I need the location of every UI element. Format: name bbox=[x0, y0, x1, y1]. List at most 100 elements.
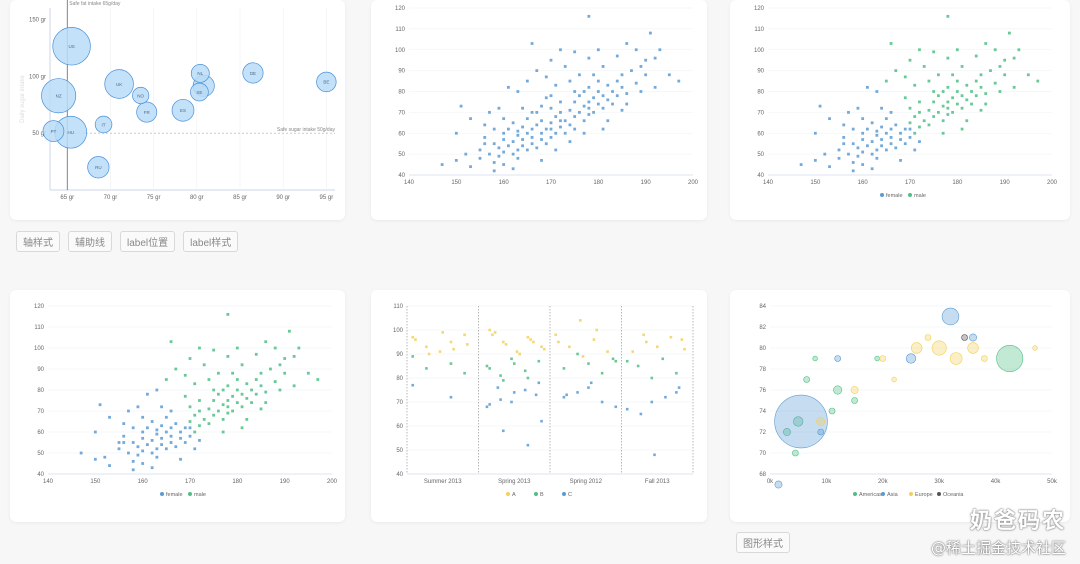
tab-label-style[interactable]: label样式 bbox=[183, 231, 239, 252]
data-point bbox=[611, 90, 614, 93]
data-point bbox=[155, 455, 159, 459]
data-point bbox=[497, 146, 501, 150]
data-point bbox=[198, 346, 201, 350]
data-point bbox=[620, 108, 624, 112]
data-point bbox=[485, 364, 489, 368]
tab-label-position[interactable]: label位置 bbox=[120, 231, 176, 252]
x-tick-label: 160 bbox=[499, 180, 510, 186]
data-point bbox=[903, 142, 907, 146]
data-point bbox=[521, 125, 524, 129]
scatter-chart-gender-a: 40 50 60 70 80 90 100 110 120 140 150 160 170 180 190 2… bbox=[754, 6, 1058, 199]
data-point bbox=[269, 367, 272, 371]
data-point bbox=[217, 392, 220, 396]
data-point bbox=[970, 102, 973, 106]
data-point bbox=[507, 144, 510, 148]
data-point bbox=[212, 388, 216, 392]
data-point bbox=[512, 362, 516, 365]
data-point bbox=[164, 415, 168, 419]
data-point bbox=[587, 386, 590, 389]
legend-marker bbox=[937, 492, 941, 496]
data-point bbox=[136, 445, 140, 449]
data-point bbox=[483, 142, 487, 146]
data-point bbox=[941, 90, 945, 93]
data-point bbox=[559, 119, 562, 123]
data-point bbox=[259, 371, 263, 375]
data-point bbox=[927, 123, 931, 127]
data-point bbox=[918, 125, 921, 129]
data-point bbox=[122, 434, 126, 438]
bubble-label: IT bbox=[102, 122, 106, 127]
data-point bbox=[226, 399, 230, 402]
data-point bbox=[592, 110, 595, 114]
data-point bbox=[425, 345, 428, 349]
bubble bbox=[774, 394, 828, 449]
data-point bbox=[557, 340, 560, 344]
data-point bbox=[960, 106, 964, 110]
data-point bbox=[226, 384, 230, 388]
data-point bbox=[1012, 85, 1016, 89]
data-point bbox=[414, 338, 417, 341]
data-point bbox=[454, 131, 458, 135]
x-tick-label: 180 bbox=[232, 479, 243, 485]
data-point bbox=[937, 73, 940, 77]
x-tick-label: 85 gr bbox=[233, 195, 247, 201]
data-point bbox=[491, 333, 494, 337]
bubble bbox=[996, 344, 1024, 372]
data-point bbox=[483, 123, 487, 127]
data-point bbox=[615, 94, 619, 98]
data-point bbox=[459, 104, 463, 108]
bubble bbox=[969, 333, 977, 342]
data-point bbox=[516, 156, 520, 160]
bubble-label: ES bbox=[180, 108, 186, 113]
tab-guide-lines[interactable]: 辅助线 bbox=[68, 231, 112, 252]
data-point bbox=[606, 83, 610, 87]
data-point bbox=[207, 407, 211, 411]
x-tick-label: 40k bbox=[991, 479, 1002, 485]
plotline-fat-label: Safe fat intake 65g/day bbox=[69, 1, 121, 7]
data-point bbox=[511, 152, 515, 156]
data-point bbox=[955, 90, 959, 93]
y-tick-label: 90 bbox=[37, 367, 44, 373]
data-point bbox=[254, 378, 258, 381]
data-point bbox=[600, 371, 604, 375]
data-point bbox=[411, 335, 415, 339]
data-point bbox=[540, 345, 543, 349]
legend-marker bbox=[881, 492, 885, 496]
y-tick-label: 50 bbox=[757, 152, 764, 158]
tab-axis-style[interactable]: 轴样式 bbox=[16, 231, 60, 252]
data-point bbox=[1003, 58, 1007, 62]
data-point bbox=[941, 119, 945, 123]
data-point bbox=[918, 48, 921, 52]
data-point bbox=[837, 156, 841, 160]
chart-options-tabs-right: 图形样式 bbox=[736, 532, 790, 553]
data-point bbox=[675, 371, 678, 375]
y-tick-label: 72 bbox=[759, 430, 766, 436]
data-point bbox=[169, 441, 173, 444]
data-point bbox=[188, 405, 192, 409]
bubble bbox=[94, 115, 113, 134]
data-point bbox=[960, 65, 964, 68]
data-point bbox=[851, 169, 855, 173]
data-point bbox=[207, 422, 211, 425]
x-tick-label: Spring 2013 bbox=[498, 479, 531, 485]
data-point bbox=[587, 85, 591, 89]
data-point bbox=[568, 345, 571, 349]
data-point bbox=[516, 133, 520, 137]
data-point bbox=[875, 129, 879, 133]
data-point bbox=[141, 430, 145, 434]
data-point bbox=[946, 113, 950, 116]
data-point bbox=[164, 430, 168, 434]
y-tick-label: 70 bbox=[757, 110, 764, 116]
y-tick-label: 70 bbox=[759, 451, 766, 457]
x-tick-label: 190 bbox=[1000, 180, 1011, 186]
data-point bbox=[160, 405, 163, 409]
data-point bbox=[150, 451, 154, 455]
data-point bbox=[922, 65, 926, 68]
tab-shape-style[interactable]: 图形样式 bbox=[736, 532, 790, 553]
data-point bbox=[179, 457, 182, 461]
legend-marker bbox=[853, 492, 857, 496]
data-point bbox=[631, 350, 634, 353]
data-point bbox=[974, 79, 978, 83]
data-point bbox=[497, 106, 501, 110]
data-point bbox=[559, 110, 562, 114]
